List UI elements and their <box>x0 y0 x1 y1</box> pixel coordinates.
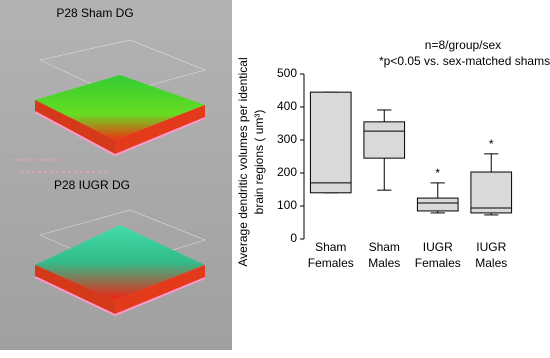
significance-label: * <box>435 166 440 180</box>
surface-plot <box>34 39 206 157</box>
significance-label: * <box>489 137 494 151</box>
panel-title: P28 Sham DG <box>56 6 133 20</box>
x-tick-label: Males <box>475 256 507 270</box>
x-tick-label: IUGR <box>423 240 453 254</box>
x-tick-label: Females <box>308 256 354 270</box>
y-tick-label: 500 <box>277 66 297 80</box>
y-tick-label: 400 <box>277 99 297 113</box>
box <box>470 171 513 214</box>
y-tick-label: 100 <box>277 198 297 212</box>
y-tick-label: 0 <box>290 231 297 245</box>
x-tick-label: Females <box>415 256 461 270</box>
y-axis-label: Average dendritic volumes per identical … <box>236 57 266 266</box>
panel-title: P28 IUGR DG <box>54 178 130 192</box>
note: *p<0.05 vs. sex-matched shams <box>379 54 550 68</box>
x-tick-label: Sham <box>315 240 346 254</box>
y-tick-label: 300 <box>277 132 297 146</box>
surface-plot <box>34 209 206 317</box>
y-label-line: Average dendritic volumes per identical <box>236 57 250 266</box>
box <box>416 197 459 212</box>
y-tick-label: 200 <box>277 165 297 179</box>
y-label-line: brain regions ( um³) <box>252 110 266 215</box>
x-tick-label: IUGR <box>476 240 506 254</box>
x-tick-label: Sham <box>369 240 400 254</box>
note: n=8/group/sex <box>425 38 501 52</box>
box <box>309 91 352 194</box>
divider <box>10 159 110 173</box>
box <box>363 121 406 159</box>
x-tick-label: Males <box>368 256 400 270</box>
